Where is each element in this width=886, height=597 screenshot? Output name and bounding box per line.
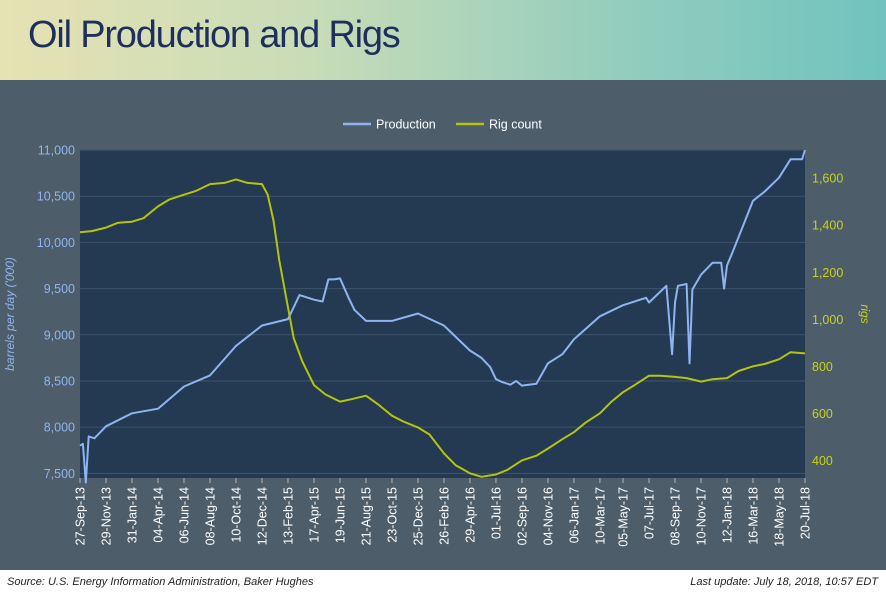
last-update-note: Last update: July 18, 2018, 10:57 EDT <box>690 576 878 588</box>
grid-lines <box>80 149 805 474</box>
left-tick-label: 10,500 <box>37 190 75 204</box>
right-tick-label: 400 <box>812 454 833 468</box>
x-tick-label: 10-Nov-17 <box>695 487 709 545</box>
x-tick-label: 08-Sep-17 <box>669 487 683 545</box>
x-tick-label: 04-Apr-14 <box>151 487 165 543</box>
x-tick-label: 07-Jul-17 <box>643 487 657 539</box>
x-tick-label: 19-Jun-15 <box>333 487 347 543</box>
x-tick-label: 02-Sep-16 <box>515 487 529 545</box>
x-tick-label: 29-Nov-13 <box>99 487 113 545</box>
series-lines <box>79 149 806 484</box>
x-tick-label: 16-Mar-18 <box>747 487 761 545</box>
x-axis-ticks: 27-Sep-13 29-Nov-13 31-Jan-14 04-Apr-14 06-J… <box>74 478 813 547</box>
x-tick-label: 06-Jan-17 <box>567 487 581 543</box>
page-title: Oil Production and Rigs <box>28 14 401 56</box>
x-tick-label: 27-Sep-13 <box>74 487 88 545</box>
right-tick-label: 1,000 <box>812 313 843 327</box>
x-tick-label: 08-Aug-14 <box>203 487 217 545</box>
x-tick-label: 25-Dec-15 <box>411 487 425 545</box>
x-tick-label: 23-Oct-15 <box>385 487 399 543</box>
x-tick-label: 29-Apr-16 <box>463 487 477 543</box>
x-tick-label: 06-Jun-14 <box>177 487 191 543</box>
x-tick-label: 04-Nov-16 <box>541 487 555 545</box>
production-line <box>79 149 806 484</box>
right-tick-label: 1,200 <box>812 266 843 280</box>
x-tick-label: 17-Apr-15 <box>307 487 321 543</box>
x-tick-label: 21-Aug-15 <box>359 487 373 545</box>
right-tick-label: 800 <box>812 360 833 374</box>
left-axis: 7,500 8,000 8,500 9,000 9,500 10,000 10,500 11,… <box>37 144 75 481</box>
left-tick-label: 8,500 <box>44 374 75 388</box>
left-tick-label: 11,000 <box>38 144 75 158</box>
legend-production-label: Production <box>376 118 436 132</box>
x-tick-label: 10-Oct-14 <box>229 487 243 543</box>
oil-production-rigs-chart: 27-Sep-13 29-Nov-13 31-Jan-14 04-Apr-14 06-J… <box>3 118 872 547</box>
left-tick-label: 7,500 <box>44 467 75 481</box>
right-tick-label: 1,400 <box>812 219 843 233</box>
x-tick-label: 01-Jul-16 <box>489 487 503 539</box>
left-tick-label: 8,000 <box>44 421 75 435</box>
x-tick-label: 31-Jan-14 <box>125 487 139 543</box>
x-tick-label: 18-May-18 <box>773 487 787 547</box>
x-tick-label: 10-Mar-17 <box>593 487 607 545</box>
plot-area <box>80 150 805 478</box>
right-axis: 400 600 800 1,000 1,200 1,400 1,600 <box>812 172 843 468</box>
legend: Production Rig count <box>343 118 542 132</box>
right-axis-label: rigs <box>858 304 872 323</box>
right-tick-label: 1,600 <box>812 172 843 186</box>
footer: Source: U.S. Energy Information Administ… <box>0 570 886 597</box>
right-tick-label: 600 <box>812 407 833 421</box>
x-tick-label: 12-Jan-18 <box>721 487 735 543</box>
x-tick-label: 05-May-17 <box>617 487 631 547</box>
left-tick-label: 10,000 <box>37 236 75 250</box>
source-note: Source: U.S. Energy Information Administ… <box>7 576 314 588</box>
header-banner: Oil Production and Rigs <box>0 0 886 80</box>
x-tick-label: 13-Feb-15 <box>281 487 295 545</box>
x-tick-label: 12-Dec-14 <box>255 487 269 545</box>
left-tick-label: 9,500 <box>44 282 75 296</box>
x-tick-label: 20-Jul-18 <box>799 487 813 539</box>
legend-rig-count-label: Rig count <box>489 118 542 132</box>
rig-count-line <box>79 178 806 478</box>
left-tick-label: 9,000 <box>44 328 75 342</box>
left-axis-label: barrels per day ('000) <box>3 257 17 371</box>
x-tick-label: 26-Feb-16 <box>437 487 451 545</box>
